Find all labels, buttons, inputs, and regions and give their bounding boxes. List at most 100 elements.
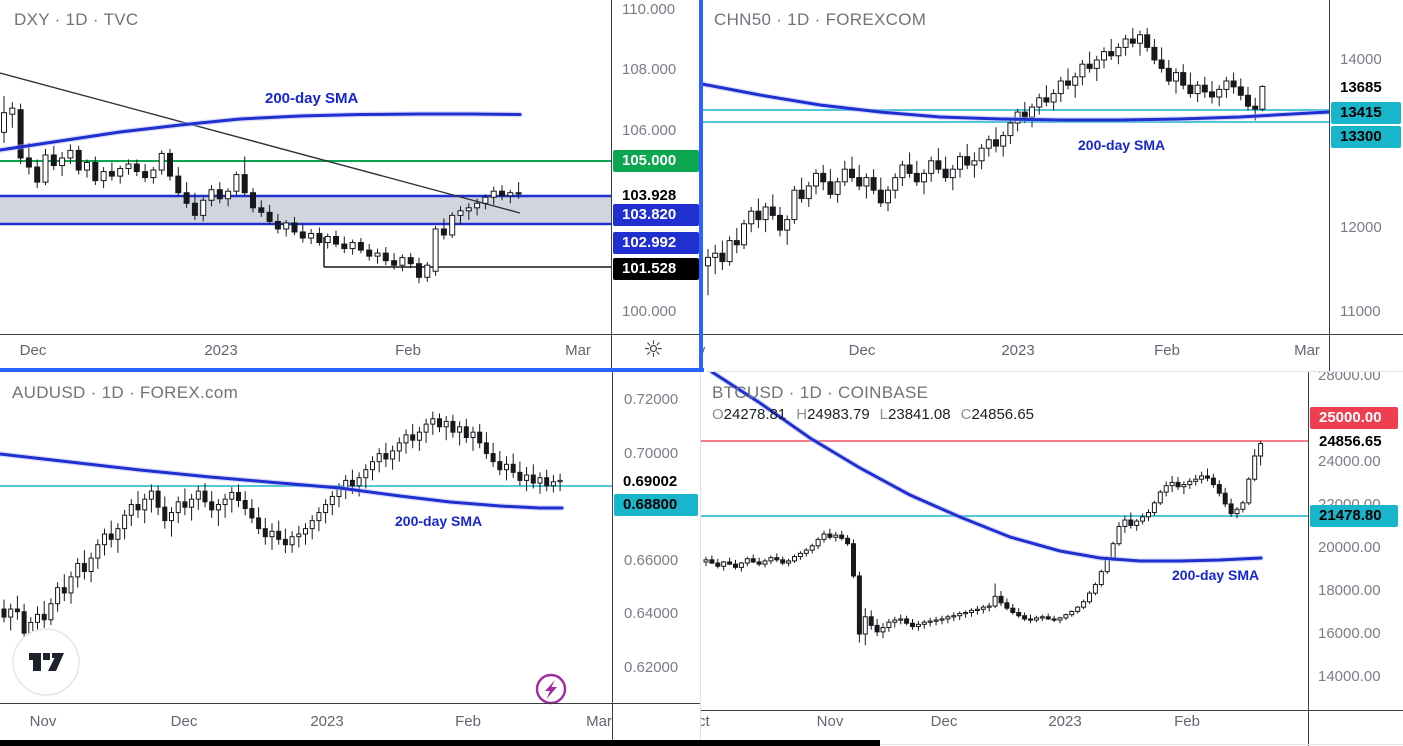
price-level-label: 103.928 — [613, 185, 699, 207]
active-chart-border-right — [699, 0, 703, 372]
ohlc-close-value: 24856.65 — [971, 406, 1035, 423]
chart-panel-dxy[interactable]: DXY · 1D · TVC 200-day SMA 110.000 108.00… — [0, 0, 700, 371]
time-axis-label: Nov — [816, 713, 844, 730]
candles — [705, 28, 1266, 296]
time-axis-label: Mar — [586, 713, 612, 730]
price-axis-tick: 110.000 — [622, 1, 676, 18]
axis-border-v-dxy — [611, 0, 612, 371]
audusd-plot-layer — [0, 411, 612, 649]
price-level-label: 13685 — [1331, 77, 1401, 99]
btcusd-price-chart[interactable] — [700, 371, 1403, 746]
tradingview-logo[interactable] — [11, 627, 81, 697]
chart-panel-audusd[interactable]: AUDUSD · 1D · FOREX.com 200-day SMA 0.72… — [0, 371, 700, 746]
dxy-plot-layer — [0, 72, 611, 284]
lightning-icon[interactable] — [533, 671, 569, 707]
price-axis-tick: 18000.00 — [1318, 582, 1381, 599]
price-level-label: 103.820 — [613, 204, 699, 226]
axis-border-h-aud — [0, 703, 700, 704]
candles — [703, 440, 1264, 646]
ohlc-open-value: 24278.81 — [723, 406, 787, 423]
sma-label-audusd: 200-day SMA — [395, 513, 483, 529]
chart-panel-chn50[interactable]: CHN50 · 1D · FOREXCOM 200-day SMA 14000 1… — [700, 0, 1403, 371]
sma-label-btcusd: 200-day SMA — [1172, 567, 1260, 583]
time-axis-label: Nov — [29, 713, 57, 730]
descending-trendline[interactable] — [0, 72, 521, 214]
sma-line[interactable] — [710, 371, 1263, 563]
chart-panel-btcusd[interactable]: BTCUSD · 1D · COINBASE O24278.81 H24983.7… — [700, 371, 1403, 746]
ohlc-close-key: C — [960, 406, 972, 423]
price-axis-tick: 12000 — [1340, 219, 1382, 236]
candles — [1, 411, 563, 649]
btcusd-plot-layer — [700, 371, 1308, 646]
sma-label-dxy: 200-day SMA — [265, 90, 359, 107]
time-axis-label: 2023 — [204, 342, 238, 359]
time-axis-label: 2023 — [310, 713, 344, 730]
time-axis-label: Feb — [1174, 713, 1200, 730]
dxy-price-chart[interactable] — [0, 0, 700, 371]
sma-line[interactable] — [700, 82, 1329, 122]
theme-sun-icon[interactable]: ☼ — [643, 337, 664, 363]
price-axis-tick: 0.62000 — [624, 659, 679, 676]
time-axis-label: Dec — [848, 342, 876, 359]
time-axis-label: Mar — [1294, 342, 1320, 359]
price-axis-tick: 11000 — [1340, 303, 1381, 320]
time-axis-label: 2023 — [1001, 342, 1035, 359]
price-level-label: 102.992 — [613, 232, 699, 254]
time-axis-label: Oct — [700, 713, 710, 730]
price-axis-tick: 14000.00 — [1318, 668, 1381, 685]
symbol-title-dxy[interactable]: DXY · 1D · TVC — [14, 10, 139, 29]
ohlc-legend: O24278.81 H24983.79 L23841.08 C24856.65 — [712, 406, 1044, 423]
chn50-price-chart[interactable] — [700, 0, 1403, 371]
price-axis-tick: 0.70000 — [624, 444, 679, 462]
ohlc-low-value: 23841.08 — [888, 406, 951, 423]
time-axis-label: Dec — [930, 713, 958, 730]
price-level-label: 21478.80 — [1310, 505, 1398, 527]
price-level-label: 13415 — [1331, 102, 1401, 124]
ohlc-high-value: 24983.79 — [807, 406, 870, 423]
bottom-black-bar — [0, 740, 880, 746]
price-axis-tick: 100.000 — [622, 303, 677, 320]
ohlc-high-key: H — [796, 406, 808, 423]
price-axis-tick: 14000 — [1340, 51, 1382, 68]
price-level-label: 0.69002 — [614, 471, 698, 493]
chn50-plot-layer — [700, 28, 1329, 296]
symbol-title-audusd[interactable]: AUDUSD · 1D · FOREX.com — [12, 383, 239, 402]
price-axis-tick: 0.72000 — [624, 391, 679, 408]
price-level-label: 13300 — [1331, 126, 1401, 148]
price-level-label: 101.528 — [613, 258, 699, 280]
time-axis-label: 2023 — [1048, 713, 1082, 730]
price-axis-tick: 16000.00 — [1318, 625, 1381, 642]
sma-line[interactable] — [0, 112, 522, 152]
axis-border-v-btc — [1308, 371, 1309, 746]
ohlc-open-key: O — [712, 406, 724, 423]
symbol-title-btcusd[interactable]: BTCUSD · 1D · COINBASE — [712, 383, 929, 402]
sma-line[interactable] — [0, 452, 564, 510]
price-axis-tick: 108.000 — [622, 61, 677, 79]
symbol-title-chn50[interactable]: CHN50 · 1D · FOREXCOM — [714, 10, 927, 29]
active-chart-border-bottom — [0, 368, 704, 372]
ohlc-low-key: L — [879, 406, 889, 423]
time-axis-label: Mar — [565, 342, 591, 359]
price-axis-tick: 0.64000 — [624, 605, 679, 623]
support-zone-band[interactable] — [0, 196, 611, 224]
time-axis-label: Feb — [395, 342, 421, 359]
time-axis-label: Dec — [19, 342, 47, 359]
time-axis-label: Feb — [1154, 342, 1180, 359]
price-level-label: 105.000 — [613, 150, 699, 172]
axis-border-v-aud — [612, 371, 613, 746]
price-axis-tick: 28000.00 — [1318, 371, 1381, 384]
audusd-price-chart[interactable] — [0, 371, 700, 746]
sma-label-chn50: 200-day SMA — [1078, 137, 1166, 153]
price-axis-tick: 24000.00 — [1318, 453, 1381, 470]
panel-divider-h-right — [706, 371, 1403, 372]
candles — [1, 96, 522, 284]
bottom-edge-line — [880, 744, 1403, 745]
sma-line-halo — [0, 451, 565, 511]
panel-divider-v-bottom — [700, 371, 701, 746]
axis-border-h-btc — [700, 710, 1403, 711]
axis-border-v-chn — [1329, 0, 1330, 371]
price-axis-tick: 106.000 — [622, 121, 677, 139]
price-level-label: 0.68800 — [614, 494, 698, 516]
price-axis-tick: 0.66000 — [624, 551, 679, 569]
